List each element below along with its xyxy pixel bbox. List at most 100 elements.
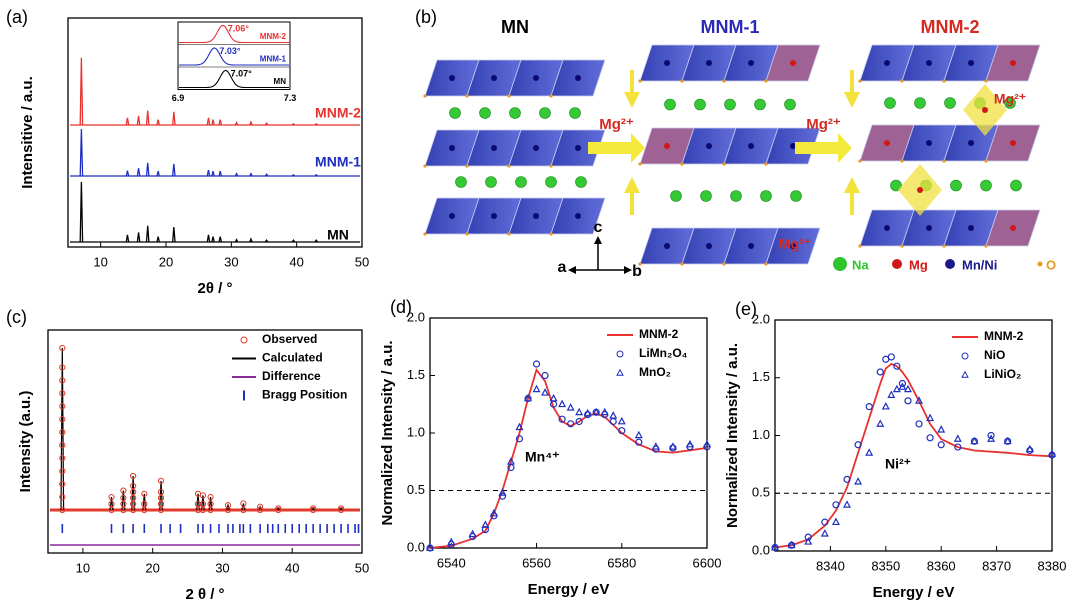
calculated-peak	[121, 490, 126, 511]
tm-atom	[884, 60, 890, 66]
x-tick-label: 40	[289, 254, 303, 269]
na-atom	[784, 98, 796, 111]
o-atom	[858, 244, 862, 248]
point	[600, 407, 609, 416]
legend-label: Calculated	[262, 351, 323, 365]
na-atom	[694, 98, 706, 111]
inset-series-label: MNM-2	[260, 32, 287, 41]
legend-label: Mg	[909, 257, 928, 272]
legend-label: LiMn₂O₄	[639, 346, 688, 360]
observed-point	[257, 506, 264, 514]
panel-label: (a)	[6, 7, 28, 27]
point	[481, 520, 490, 528]
peak	[234, 121, 239, 126]
axis-heads	[568, 236, 632, 274]
peak	[291, 239, 296, 243]
point	[987, 434, 996, 442]
point	[893, 362, 901, 370]
o-atom	[465, 232, 469, 236]
inset-peak-label: 7.07°	[231, 68, 253, 78]
x-tick-label: 30	[215, 560, 229, 575]
inset-peak-label: 7.06°	[228, 23, 250, 33]
na-atom	[950, 179, 962, 192]
calculated-peak	[142, 493, 147, 511]
y-tick-label: 0.0	[407, 539, 425, 554]
plot-frame	[774, 319, 1053, 552]
na-atom	[515, 176, 527, 188]
peak	[211, 236, 215, 243]
point	[854, 441, 862, 449]
o-atom	[423, 232, 427, 236]
tm-atom	[449, 213, 455, 219]
peak	[156, 236, 160, 243]
y-tick-label: 2.0	[407, 309, 425, 324]
tm-atom	[748, 143, 754, 149]
point	[1047, 449, 1057, 457]
mg-atom	[917, 187, 923, 193]
annotation: Ni²⁺	[885, 456, 911, 472]
inset-peak-label: 7.03°	[219, 46, 241, 56]
series-line	[429, 367, 708, 549]
point	[804, 537, 813, 545]
calculated-peak	[60, 347, 65, 511]
na-atom	[980, 179, 992, 192]
na-atom	[944, 97, 956, 109]
point	[498, 492, 507, 500]
point	[821, 518, 829, 526]
point	[425, 543, 435, 551]
observed-point	[337, 505, 345, 512]
inset-peak	[179, 24, 289, 44]
na-atom	[914, 97, 926, 109]
observed-point	[59, 429, 66, 436]
peak	[291, 122, 296, 126]
peak	[136, 232, 141, 243]
peak	[125, 117, 130, 126]
peak	[218, 236, 223, 243]
tm-atom	[926, 140, 932, 146]
observed-point	[59, 377, 66, 384]
point	[887, 390, 896, 398]
point	[634, 430, 643, 439]
o-atom	[638, 162, 642, 166]
point	[515, 422, 524, 431]
mg-arrow	[588, 133, 645, 163]
peak	[145, 162, 150, 177]
o-atom	[984, 79, 988, 83]
observed-point	[59, 344, 66, 352]
tm-atom	[533, 75, 539, 81]
point	[854, 477, 863, 485]
observed-point	[141, 500, 148, 508]
na-atom	[700, 190, 712, 202]
point	[558, 399, 567, 408]
inset-peak	[179, 47, 289, 66]
observed-point	[59, 390, 66, 397]
y-tick-label: 1.5	[752, 369, 770, 384]
x-tick-label: 20	[159, 254, 173, 269]
peak	[156, 171, 160, 177]
tm-atom	[449, 75, 455, 81]
tm-atom	[491, 75, 497, 81]
na-atom	[569, 107, 581, 119]
tm-atom	[1010, 60, 1016, 66]
tm-atom	[533, 213, 539, 219]
point	[498, 488, 507, 496]
observed-point	[157, 494, 165, 502]
peak	[125, 170, 130, 177]
x-tick-label: 50	[355, 560, 369, 575]
point	[915, 396, 924, 404]
legend-label: Na	[852, 257, 869, 272]
na-atom	[575, 176, 587, 188]
inset-series-label: MNM-1	[260, 55, 287, 64]
legend-label: MnO₂	[639, 365, 671, 379]
series-label: MN	[327, 227, 349, 243]
series-line	[774, 362, 1053, 549]
x-axis-label: Energy / eV	[873, 584, 955, 601]
observed-point	[120, 506, 127, 514]
legend-marker	[1037, 261, 1043, 267]
calculated-peak	[339, 507, 343, 511]
series-label: MNM-2	[315, 105, 361, 121]
x-tick-label: 8370	[982, 558, 1011, 573]
point	[609, 417, 617, 426]
panel-label: (c)	[6, 307, 27, 327]
peak	[79, 57, 84, 126]
